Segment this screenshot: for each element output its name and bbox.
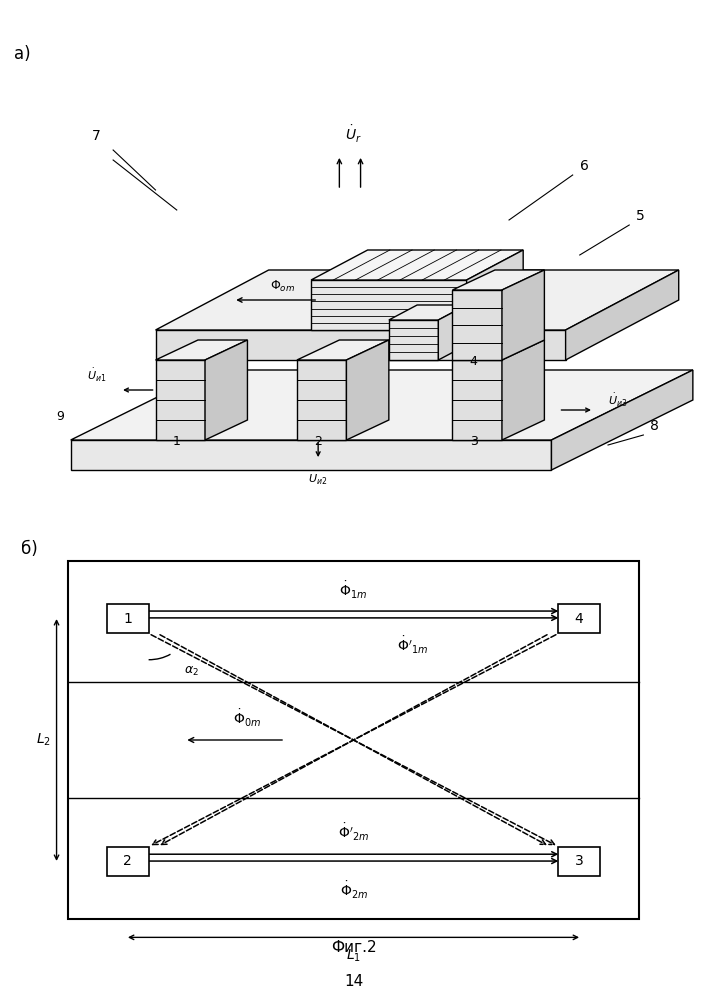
Polygon shape	[156, 330, 566, 360]
Polygon shape	[452, 270, 544, 290]
Text: $\alpha_2$: $\alpha_2$	[185, 665, 199, 678]
Polygon shape	[452, 290, 502, 360]
Polygon shape	[205, 340, 247, 440]
Text: 2: 2	[124, 854, 132, 868]
Polygon shape	[297, 340, 389, 360]
Polygon shape	[452, 360, 502, 440]
Polygon shape	[71, 440, 551, 470]
Text: $\Phi_{om}$: $\Phi_{om}$	[270, 279, 296, 294]
Text: 14: 14	[344, 974, 363, 990]
Polygon shape	[346, 340, 389, 440]
Text: 4: 4	[469, 355, 478, 368]
Text: 3: 3	[575, 854, 583, 868]
Text: $\dot{U}_{и2}$: $\dot{U}_{и2}$	[308, 470, 328, 487]
Text: $\dot{\Phi}'_{1m}$: $\dot{\Phi}'_{1m}$	[397, 635, 428, 656]
Text: 5: 5	[636, 209, 645, 223]
Text: $\dot{\Phi}_{0m}$: $\dot{\Phi}_{0m}$	[233, 708, 261, 729]
Polygon shape	[551, 370, 693, 470]
Polygon shape	[389, 305, 467, 320]
Polygon shape	[438, 305, 467, 360]
Text: 3: 3	[469, 435, 478, 448]
Text: $\dot{U}_r$: $\dot{U}_r$	[345, 124, 362, 145]
Polygon shape	[156, 270, 679, 330]
Polygon shape	[311, 280, 467, 330]
Text: б): б)	[21, 540, 37, 558]
Polygon shape	[502, 270, 544, 360]
Polygon shape	[156, 360, 205, 440]
Text: 6: 6	[580, 159, 589, 173]
Polygon shape	[566, 270, 679, 360]
Bar	[559, 604, 600, 633]
Text: $\dot{\Phi}_{1m}$: $\dot{\Phi}_{1m}$	[339, 579, 368, 601]
Polygon shape	[311, 250, 523, 280]
Text: 1: 1	[124, 612, 132, 626]
Text: 8: 8	[650, 419, 660, 433]
Bar	[107, 847, 148, 876]
Bar	[69, 561, 638, 919]
Polygon shape	[502, 340, 544, 440]
Text: $\dot{U}_{и3}$: $\dot{U}_{и3}$	[608, 392, 628, 409]
Text: $L_1$: $L_1$	[346, 948, 361, 964]
Text: 2: 2	[314, 435, 322, 448]
Text: а): а)	[14, 45, 31, 63]
Text: 7: 7	[92, 129, 100, 143]
Polygon shape	[389, 320, 438, 360]
Polygon shape	[297, 360, 346, 440]
Text: $\dot{\Phi}'_{2m}$: $\dot{\Phi}'_{2m}$	[338, 822, 369, 843]
Polygon shape	[71, 370, 693, 440]
Text: 1: 1	[173, 435, 181, 448]
Text: 4: 4	[575, 612, 583, 626]
Bar	[559, 847, 600, 876]
Polygon shape	[156, 340, 247, 360]
Text: 9: 9	[57, 410, 64, 423]
Text: $L_2$: $L_2$	[35, 732, 51, 748]
Text: $\dot{\Phi}_{2m}$: $\dot{\Phi}_{2m}$	[339, 879, 368, 901]
Text: $\dot{U}_{и1}$: $\dot{U}_{и1}$	[86, 367, 106, 384]
Text: Фиг.2: Фиг.2	[331, 940, 376, 956]
Bar	[107, 604, 148, 633]
Polygon shape	[452, 340, 544, 360]
Polygon shape	[467, 250, 523, 330]
